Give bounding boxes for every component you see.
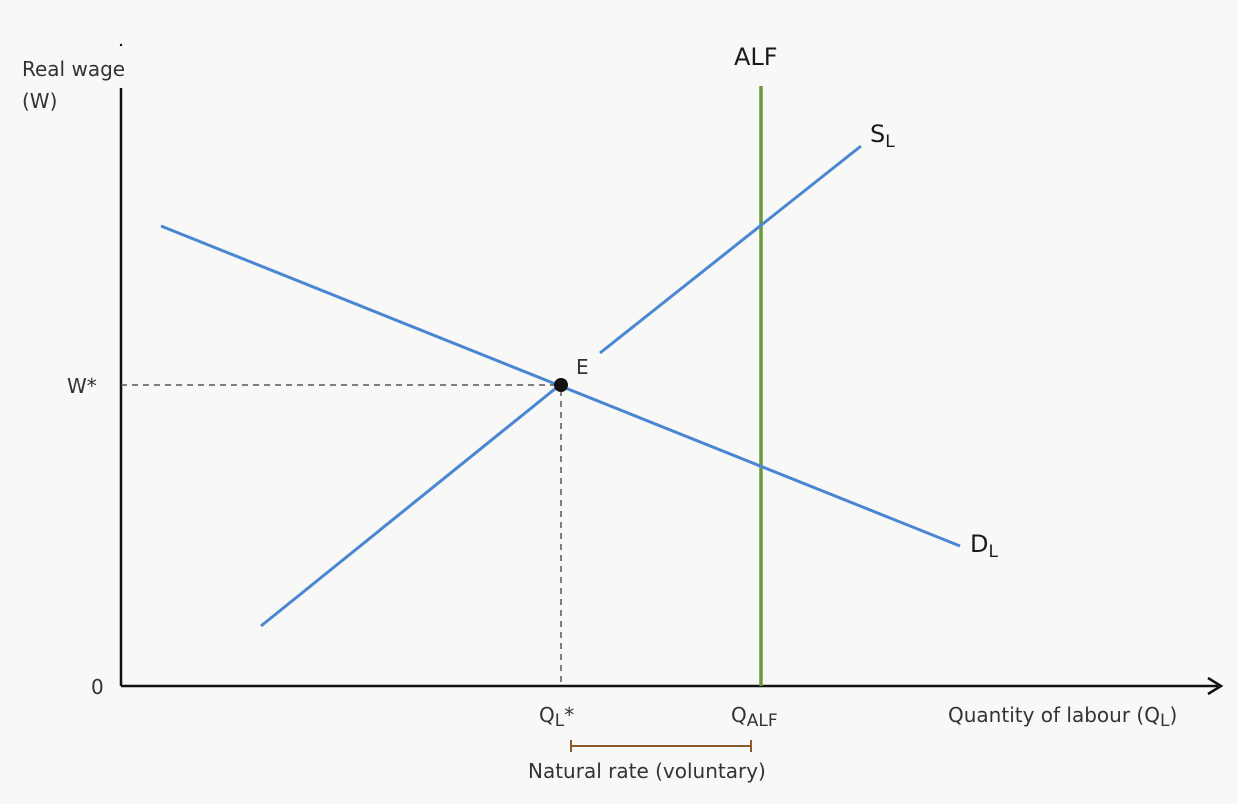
origin-label: 0 <box>91 675 104 699</box>
alf-label: ALF <box>734 43 778 71</box>
x-axis-arrowhead <box>1207 676 1224 696</box>
q-alf-label: QALF <box>731 703 778 731</box>
q-star-label: QL* <box>539 703 574 731</box>
natural-rate-label: Natural rate (voluntary) <box>528 759 766 783</box>
x-axis-label-sub: L <box>1160 711 1170 731</box>
x-axis-label-main: Quantity of labour (Q <box>948 703 1160 727</box>
equilibrium-point <box>554 378 568 392</box>
q-alf-sub: ALF <box>747 711 778 731</box>
q-star-sub: L <box>555 711 565 731</box>
y-axis-label-line2: (W) <box>22 89 57 113</box>
q-star-suffix: * <box>564 703 574 727</box>
supply-label-main: S <box>870 120 885 148</box>
supply-curve-upper <box>599 144 862 355</box>
supply-label: SL <box>870 120 895 152</box>
demand-label-main: D <box>970 530 988 558</box>
x-axis-label-close: ) <box>1169 703 1177 727</box>
supply-label-sub: L <box>885 132 895 152</box>
demand-label: DL <box>970 530 998 562</box>
q-star-main: Q <box>539 703 555 727</box>
y-axis-label-line1: Real wage <box>22 57 125 81</box>
w-star-label: W* <box>67 374 97 398</box>
equilibrium-label: E <box>576 355 589 379</box>
y-axis-tip <box>119 43 123 47</box>
supply-curve-lower <box>260 378 567 628</box>
x-axis-label: Quantity of labour (QL) <box>948 703 1177 731</box>
q-alf-main: Q <box>731 703 747 727</box>
demand-label-sub: L <box>988 542 998 562</box>
